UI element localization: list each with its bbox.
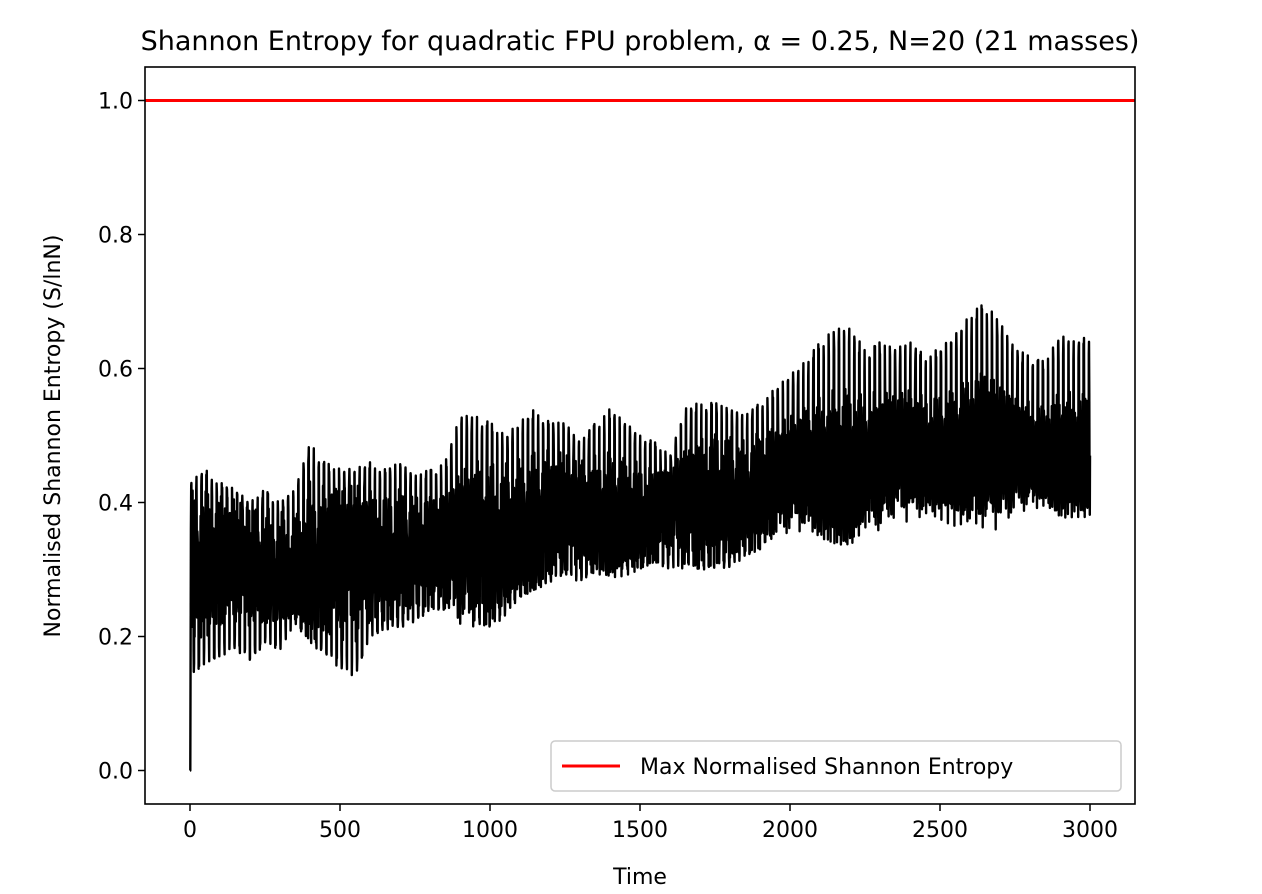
x-tick-label: 3000 (1062, 818, 1118, 843)
x-axis-label: Time (612, 865, 667, 890)
x-tick-label: 2500 (912, 818, 968, 843)
x-axis: 0 500 1000 1500 2000 2500 3000 (183, 804, 1118, 843)
y-axis: 0.0 0.2 0.4 0.6 0.8 1.0 (98, 90, 145, 785)
x-tick-label: 2000 (762, 818, 818, 843)
legend: Max Normalised Shannon Entropy (550, 740, 1122, 792)
y-tick-label: 0.6 (98, 358, 133, 383)
x-tick-label: 1000 (462, 818, 518, 843)
y-tick-label: 0.2 (98, 626, 133, 651)
plot-area (145, 99, 1135, 772)
x-tick-label: 0 (183, 818, 197, 843)
y-tick-label: 0.8 (98, 224, 133, 249)
y-tick-label: 0.4 (98, 492, 133, 517)
x-tick-label: 500 (319, 818, 361, 843)
y-tick-label: 1.0 (98, 90, 133, 115)
entropy-series-line (189, 304, 1092, 772)
legend-label-max-entropy: Max Normalised Shannon Entropy (640, 755, 1013, 780)
legend-box (550, 740, 1122, 792)
y-axis-label: Normalised Shannon Entropy (S/lnN) (41, 235, 66, 638)
x-tick-label: 1500 (612, 818, 668, 843)
y-tick-label: 0.0 (98, 760, 133, 785)
chart-title: Shannon Entropy for quadratic FPU proble… (141, 26, 1140, 57)
